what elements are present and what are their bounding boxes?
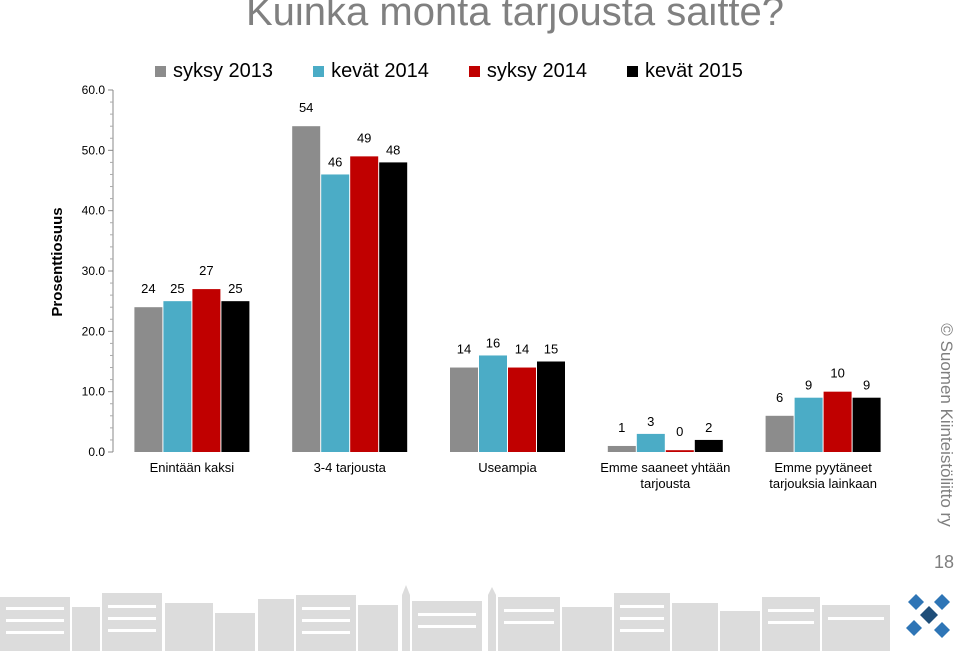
data-label: 14 xyxy=(515,342,529,357)
data-label: 10 xyxy=(830,366,844,381)
data-label: 25 xyxy=(228,281,242,296)
data-label: 16 xyxy=(486,335,500,350)
bar xyxy=(350,156,379,452)
bar xyxy=(794,397,823,452)
chart-title: Kuinka monta tarjousta saitte? xyxy=(245,0,785,34)
bar xyxy=(665,450,694,452)
category-label: tarjouksia lainkaan xyxy=(769,476,877,491)
y-tick-label: 20.0 xyxy=(82,324,106,338)
y-tick-label: 0.0 xyxy=(88,445,105,459)
legend-swatch xyxy=(468,66,480,77)
bar xyxy=(694,439,723,452)
bar xyxy=(607,445,636,452)
bar xyxy=(852,397,881,452)
data-label: 14 xyxy=(457,342,471,357)
bar xyxy=(292,126,321,452)
data-label: 3 xyxy=(647,414,654,429)
data-label: 9 xyxy=(805,378,812,393)
legend-label: kevät 2014 xyxy=(331,60,429,82)
data-label: 46 xyxy=(328,154,342,169)
category-label: Enintään kaksi xyxy=(150,460,235,475)
bar xyxy=(508,367,536,452)
bar xyxy=(134,307,163,452)
data-label: 15 xyxy=(544,342,558,357)
category-label: Emme pyytäneet xyxy=(774,460,872,475)
bar xyxy=(163,301,192,452)
legend-swatch xyxy=(313,66,325,77)
category-label: tarjousta xyxy=(640,476,691,491)
data-label: 1 xyxy=(618,420,625,435)
diamond-logo-icon xyxy=(906,594,950,638)
legend-label: syksy 2013 xyxy=(173,60,274,82)
bar xyxy=(221,301,250,452)
y-tick-label: 10.0 xyxy=(82,385,106,399)
page-number: 18 xyxy=(933,552,954,572)
bar xyxy=(823,391,852,452)
y-tick-label: 50.0 xyxy=(82,143,106,157)
data-label: 25 xyxy=(170,281,184,296)
legend-item-syksy-2014: syksy 2014 xyxy=(468,60,587,83)
bar xyxy=(321,174,350,452)
category-label: Useampia xyxy=(478,460,537,475)
bar xyxy=(537,361,565,452)
bar xyxy=(636,433,665,452)
data-label: 2 xyxy=(705,420,712,435)
data-label: 49 xyxy=(357,130,371,145)
legend: syksy 2013 kevät 2014 syksy 2014 kevät 2… xyxy=(155,60,743,83)
legend-item-kevat-2015: kevät 2015 xyxy=(626,60,743,83)
y-tick-label: 40.0 xyxy=(82,204,106,218)
bar xyxy=(479,355,507,452)
data-label: 54 xyxy=(299,100,313,115)
copyright-watermark: © Suomen Kiinteistöliitto ry xyxy=(937,323,956,527)
y-tick-label: 30.0 xyxy=(82,264,106,278)
data-label: 24 xyxy=(141,281,155,296)
data-label: 0 xyxy=(676,424,683,439)
y-axis-label: Prosenttiosuus xyxy=(49,207,66,316)
bar xyxy=(450,367,478,452)
data-label: 48 xyxy=(386,142,400,157)
legend-item-syksy-2013: syksy 2013 xyxy=(155,60,273,83)
bar xyxy=(379,162,408,452)
y-tick-label: 60.0 xyxy=(82,83,106,97)
city-skyline-decoration xyxy=(0,585,890,651)
legend-swatch xyxy=(626,66,638,77)
category-label: 3-4 tarjousta xyxy=(314,460,387,475)
data-label: 6 xyxy=(776,390,783,405)
legend-item-kevat-2014: kevät 2014 xyxy=(313,60,429,83)
legend-swatch xyxy=(155,66,166,77)
bar xyxy=(765,415,794,452)
legend-label: syksy 2014 xyxy=(486,60,587,82)
legend-label: kevät 2015 xyxy=(644,60,743,82)
data-label: 27 xyxy=(199,263,213,278)
data-label: 9 xyxy=(863,378,870,393)
category-label: Emme saaneet yhtään xyxy=(600,460,730,475)
bar xyxy=(192,289,221,452)
